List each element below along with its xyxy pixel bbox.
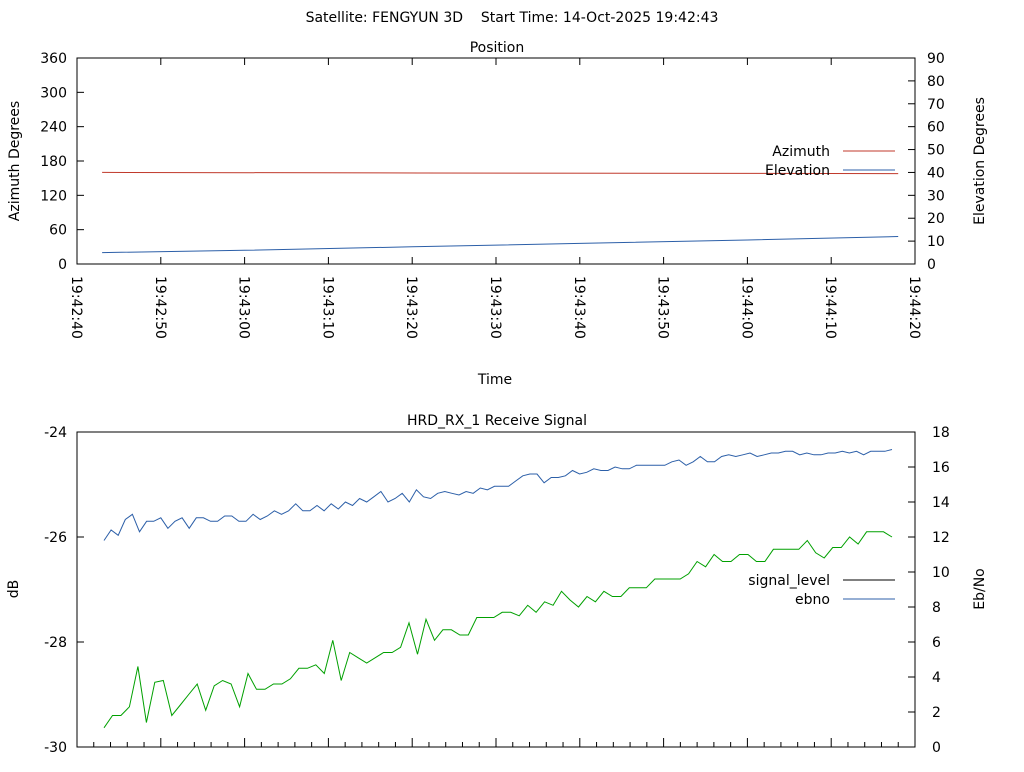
position-axes: 0 60 120 180 240 300 360 0 10 20 30 40 50 60 70 80 90 19:… [40,51,945,339]
y2-tick-label: 2 [932,705,941,721]
y2-tick-label: 14 [932,495,950,511]
x-tick-label: 19:43:40 [571,276,587,339]
ebno-line [103,449,893,541]
receive-signal-series [103,449,893,729]
position-series [102,171,899,254]
legend-label-ebno: ebno [795,592,830,608]
y2-tick-label: 6 [932,635,941,651]
y-tick-label: -24 [44,425,67,441]
x-tick-label: 19:43:20 [403,276,419,339]
legend-label-signal-level: signal_level [748,573,830,589]
y2-tick-label: 0 [932,740,941,756]
receive-signal-axes: -30 -28 -26 -24 0 2 4 6 8 10 12 14 16 18 [44,425,950,756]
y2-tick-label: 18 [932,425,950,441]
receive-signal-y2-axis-label: Eb/No [972,568,988,610]
x-tick-label: 19:43:10 [319,276,335,339]
azimuth-line [102,171,899,175]
y2-tick-label: 50 [927,143,945,159]
position-x-axis-label: Time [477,372,512,388]
y-tick-label: 300 [40,85,67,101]
x-tick-label: 19:43:00 [236,276,252,339]
y2-tick-label: 8 [932,600,941,616]
y2-tick-label: 12 [932,530,950,546]
y-tick-label: 120 [40,188,67,204]
y2-tick-label: 70 [927,97,945,113]
y2-tick-label: 16 [932,460,950,476]
position-plot-frame [76,57,916,265]
page-title: Satellite: FENGYUN 3D Start Time: 14-Oct… [306,10,719,26]
y-tick-label: 60 [49,223,67,239]
x-tick-label: 19:44:00 [738,276,754,339]
y-tick-label: 0 [58,257,67,273]
y-tick-label: -28 [44,635,67,651]
y2-tick-label: 60 [927,120,945,136]
y2-tick-label: 0 [927,257,936,273]
position-chart: Position Azimuth Degrees Elevation Degre… [7,40,988,388]
y-tick-label: -26 [44,530,67,546]
y2-tick-label: 20 [927,211,945,227]
y-tick-label: 180 [40,154,67,170]
y-tick-label: -30 [44,740,67,756]
legend-label-elevation: Elevation [765,163,830,179]
y2-tick-label: 10 [927,234,945,250]
y2-tick-label: 30 [927,188,945,204]
position-y2-axis-label: Elevation Degrees [972,97,988,225]
elevation-line [102,236,899,254]
position-chart-title: Position [470,40,525,56]
position-legend: Azimuth Elevation [765,144,895,179]
x-tick-label: 19:43:30 [487,276,503,339]
y-tick-label: 240 [40,120,67,136]
y2-tick-label: 4 [932,670,941,686]
y2-tick-label: 90 [927,51,945,67]
x-tick-label: 19:43:50 [655,276,671,339]
x-tick-label: 19:42:40 [68,276,84,339]
y2-tick-label: 40 [927,165,945,181]
ebno-green-line [103,531,893,729]
legend-label-azimuth: Azimuth [772,144,830,160]
receive-signal-y-axis-label: dB [6,580,22,599]
y-tick-label: 360 [40,51,67,67]
x-tick-label: 19:44:10 [822,276,838,339]
x-tick-label: 19:42:50 [152,276,168,339]
receive-signal-chart: HRD_RX_1 Receive Signal dB Eb/No -30-28-… [6,413,988,756]
position-y-axis-label: Azimuth Degrees [7,101,23,221]
x-tick-label: 19:44:20 [906,276,922,339]
y2-tick-label: 10 [932,565,950,581]
y2-tick-label: 80 [927,74,945,90]
receive-signal-chart-title: HRD_RX_1 Receive Signal [407,413,587,429]
